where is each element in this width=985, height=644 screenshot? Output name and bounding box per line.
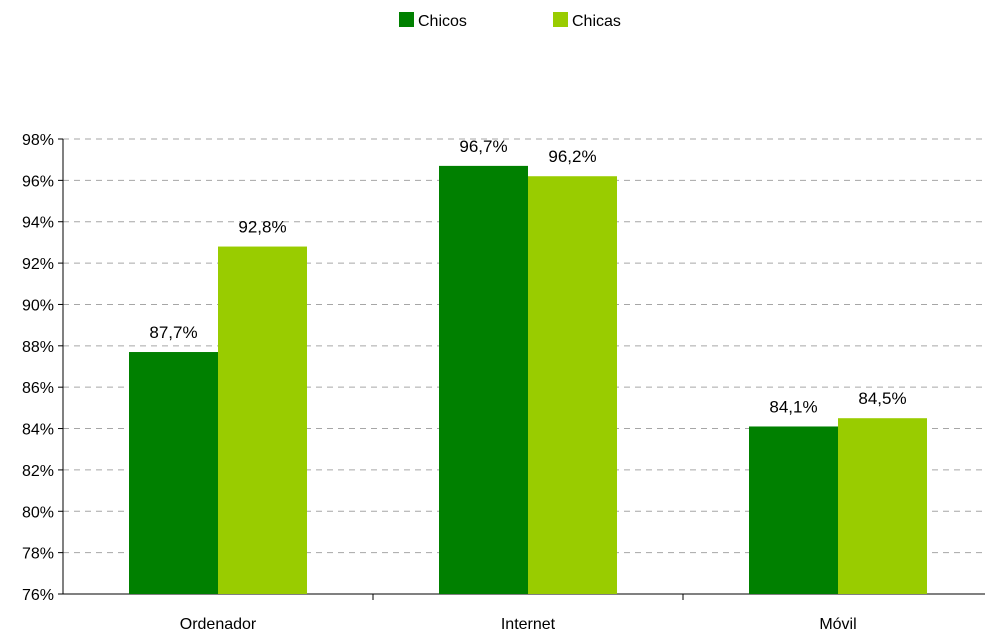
y-tick-label: 86%: [22, 380, 54, 397]
bar-chicos-2: [749, 426, 838, 594]
x-category-label: Ordenador: [180, 616, 257, 633]
legend-swatch-chicos: [399, 12, 414, 27]
bar-chicos-0: [129, 352, 218, 594]
legend-label: Chicos: [418, 13, 467, 30]
value-label: 84,5%: [858, 389, 906, 408]
value-labels: 87,7% 96,7% 84,1% 92,8% 96,2% 84,5%: [149, 137, 906, 417]
x-category-label: Internet: [501, 616, 556, 633]
y-tick-label: 80%: [22, 504, 54, 521]
value-label: 84,1%: [769, 397, 817, 416]
y-tick-label: 98%: [22, 132, 54, 149]
y-tick-label: 90%: [22, 297, 54, 314]
y-tick-label: 84%: [22, 422, 54, 439]
x-axis: Ordenador Internet Móvil: [63, 593, 985, 633]
x-category-label: Móvil: [819, 616, 856, 633]
value-label: 87,7%: [149, 323, 197, 342]
legend: Chicos Chicas: [399, 12, 621, 30]
y-tick-label: 76%: [22, 587, 54, 604]
value-label: 92,8%: [238, 218, 286, 237]
y-tick-label: 94%: [22, 215, 54, 232]
y-tick-label: 82%: [22, 463, 54, 480]
y-tick-label: 96%: [22, 173, 54, 190]
value-label: 96,2%: [548, 147, 596, 166]
bar-chicas-1: [528, 176, 617, 594]
bar-chicas-0: [218, 246, 307, 594]
bar-chicos-1: [439, 165, 528, 595]
value-label: 96,7%: [459, 137, 507, 156]
y-tick-label: 78%: [22, 546, 54, 563]
legend-swatch-chicas: [553, 12, 568, 27]
bar-chicas-2: [838, 418, 927, 594]
y-tick-label: 92%: [22, 256, 54, 273]
y-axis: 76% 78% 80% 82% 84% 86% 88% 90% 92% 94% 96% 98%: [22, 132, 64, 604]
y-tick-label: 88%: [22, 339, 54, 356]
bars: [129, 165, 927, 595]
legend-label: Chicas: [572, 13, 621, 30]
